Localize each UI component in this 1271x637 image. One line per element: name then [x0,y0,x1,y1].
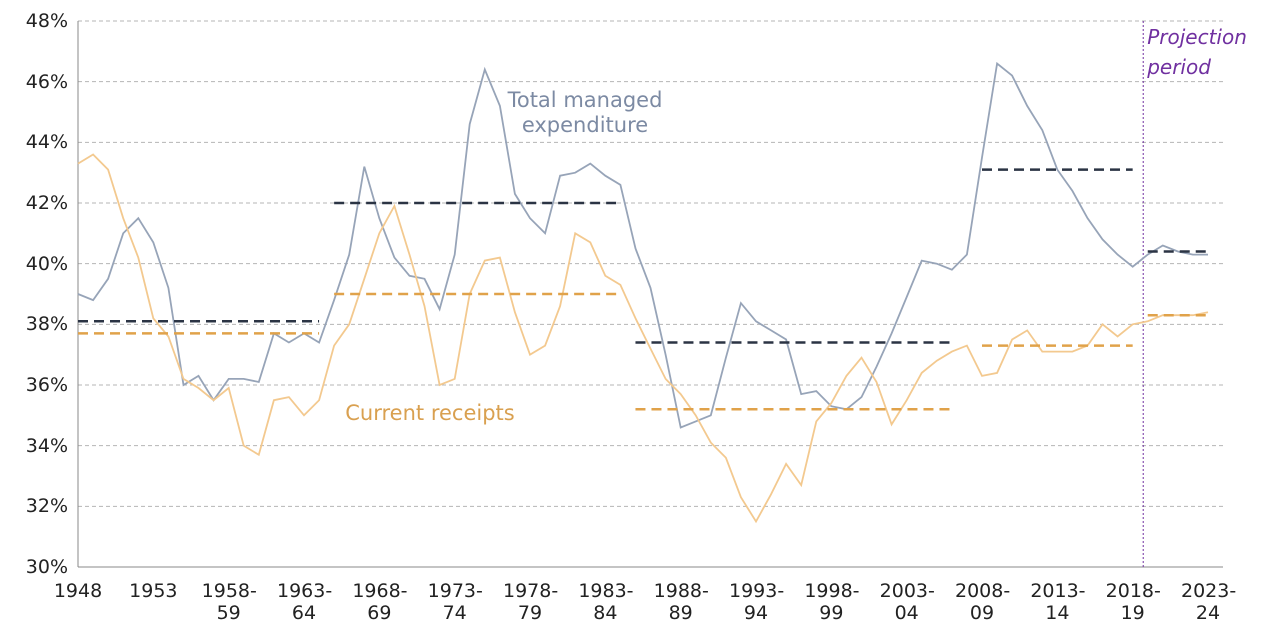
y-tick-label: 44% [25,131,68,154]
x-tick-label: 1973-74 [427,580,483,624]
x-tick-label: 2003-04 [879,580,935,624]
x-tick-label: 2013-14 [1030,580,1086,624]
series-line [77,153,1209,524]
series-annotation: Total managed expenditure [507,88,663,137]
x-tick-label: 1958-59 [201,580,257,624]
y-tick-label: 48% [25,10,68,32]
series-annotation: Current receipts [345,401,515,425]
y-tick-label: 40% [25,252,68,275]
x-tick-label: 1963-64 [277,580,333,624]
projection-label: Projection period [1147,25,1247,79]
y-tick-label: 30% [25,556,68,578]
x-tick-label: 1953 [129,580,178,602]
x-tick-label: 1948 [53,580,103,602]
x-tick-label: 1988-89 [653,580,709,624]
x-tick-label: 1968-69 [352,580,408,624]
y-tick-label: 34% [25,434,68,457]
series-line [77,61,1208,429]
y-tick-label: 46% [25,70,68,93]
x-tick-label: 1983-84 [578,580,634,624]
x-tick-label: 2018-19 [1105,580,1161,624]
x-tick-label: 2008-09 [955,580,1011,624]
x-tick-label: 1978-79 [503,580,559,624]
y-tick-label: 38% [25,313,68,336]
x-tick-label: 2023-24 [1181,580,1237,624]
x-tick-label: 1993-94 [729,580,785,624]
y-tick-label: 32% [25,495,68,518]
y-tick-label: 42% [25,192,68,214]
x-tick-label: 1998-99 [804,580,860,624]
y-tick-label: 36% [25,374,68,396]
